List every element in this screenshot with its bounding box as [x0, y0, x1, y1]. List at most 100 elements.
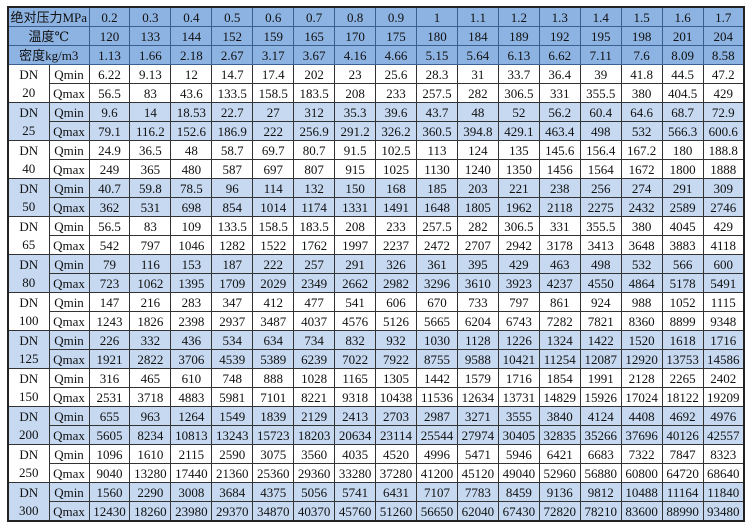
qmin-value: 79: [88, 254, 131, 274]
table-row: DN Qmin 316 465 610 748 888 1028 1165 1305 1442 157…: [7, 368, 745, 388]
pressure-value: 0.3: [129, 6, 172, 27]
density-label: 密度kg/m3: [7, 45, 90, 65]
table-row: 150 Qmax 2531 3718 4883 5981 7101 8221 9318 10438…: [7, 387, 745, 407]
qmax-value: 5491: [702, 273, 745, 293]
qmax-label: Qmax: [48, 387, 90, 407]
table-row: DN Qmin 9.6 14 18.53 22.7 27 312 35.3 39.6 43.7 48 5…: [7, 102, 745, 122]
qmin-value: 932: [375, 330, 417, 350]
table-row: DN Qmin 40.7 59.8 78.5 96 114 132 150 168 185 203 22…: [7, 178, 745, 198]
qmin-value: 208: [334, 216, 377, 236]
qmin-value: 25.6: [375, 64, 417, 84]
dn-label: DN: [7, 406, 50, 426]
dn-label: DN: [7, 254, 50, 274]
qmax-value: 9588: [456, 349, 499, 369]
qmin-value: 3684: [211, 482, 254, 502]
dn-size: 20: [7, 83, 50, 103]
qmin-value: 233: [375, 216, 417, 236]
pressure-value: 0.5: [211, 6, 254, 27]
qmax-value: 208: [334, 83, 377, 103]
qmax-value: 5981: [211, 387, 254, 407]
density-value: 5.15: [416, 45, 458, 65]
qmin-value: 2703: [375, 406, 417, 426]
qmin-value: 3840: [538, 406, 581, 426]
qmin-label: Qmin: [48, 406, 90, 426]
qmax-value: 542: [88, 235, 131, 255]
qmin-value: 1128: [456, 330, 499, 350]
qmin-value: 797: [497, 292, 540, 312]
density-value: 1.66: [129, 45, 172, 65]
qmin-value: 132: [293, 178, 336, 198]
qmax-value: 37696: [620, 425, 663, 445]
density-value: 1.13: [88, 45, 131, 65]
qmax-value: 1240: [456, 159, 499, 179]
steam-flow-table: 绝对压力MPa 0.2 0.3 0.4 0.5 0.6 0.7 0.8 0.9 1 1.1 1.2 1…: [7, 6, 745, 522]
qmax-value: 9348: [702, 311, 745, 331]
qmin-value: 2265: [661, 368, 704, 388]
qmin-value: 7847: [661, 444, 704, 464]
qmax-value: 2589: [661, 197, 704, 217]
qmax-value: 32835: [538, 425, 581, 445]
qmax-label: Qmax: [48, 463, 90, 483]
qmax-value: 2349: [293, 273, 336, 293]
temperature-value: 198: [620, 26, 663, 46]
qmax-value: 18203: [293, 425, 336, 445]
qmin-value: 347: [211, 292, 254, 312]
qmax-value: 34870: [252, 501, 295, 522]
qmax-value: 4237: [538, 273, 581, 293]
temperature-value: 201: [661, 26, 704, 46]
qmax-value: 1921: [88, 349, 131, 369]
qmax-value: 12920: [620, 349, 663, 369]
qmax-value: 79.1: [88, 121, 131, 141]
qmax-label: Qmax: [48, 159, 90, 179]
qmax-value: 365: [129, 159, 172, 179]
qmax-value: 2662: [334, 273, 377, 293]
qmax-value: 1130: [416, 159, 458, 179]
qmax-value: 14586: [702, 349, 745, 369]
qmin-value: 80.7: [293, 140, 336, 160]
qmin-value: 355.5: [579, 216, 622, 236]
qmin-value: 221: [497, 178, 540, 198]
qmax-value: 9318: [334, 387, 377, 407]
qmin-value: 39: [579, 64, 622, 84]
table-row: DN Qmin 1560 2290 3008 3684 4375 5056 5741 6431 71…: [7, 482, 745, 502]
qmax-value: 13280: [129, 463, 172, 483]
qmin-value: 133.5: [211, 216, 254, 236]
qmax-value: 2118: [538, 197, 581, 217]
qmin-value: 1264: [170, 406, 213, 426]
qmax-value: 3296: [416, 273, 458, 293]
table-row: DN Qmin 1096 1610 2115 2590 3075 3560 4035 4520 49…: [7, 444, 745, 464]
qmax-value: 5389: [252, 349, 295, 369]
qmin-value: 888: [252, 368, 295, 388]
qmin-value: 257: [293, 254, 336, 274]
qmin-value: 1096: [88, 444, 131, 464]
qmin-value: 655: [88, 406, 131, 426]
qmin-value: 2413: [334, 406, 377, 426]
qmin-value: 64.6: [620, 102, 663, 122]
qmax-value: 331: [538, 83, 581, 103]
qmin-value: 274: [620, 178, 663, 198]
qmin-value: 5741: [334, 482, 377, 502]
qmin-value: 202: [293, 64, 336, 84]
qmax-value: 1062: [129, 273, 172, 293]
qmin-value: 185: [416, 178, 458, 198]
qmin-value: 33.7: [497, 64, 540, 84]
qmin-value: 183.5: [293, 216, 336, 236]
qmax-value: 2237: [375, 235, 417, 255]
qmax-value: 2746: [702, 197, 745, 217]
pressure-value: 1.5: [620, 6, 663, 27]
qmax-value: 4037: [293, 311, 336, 331]
qmax-value: 72820: [538, 501, 581, 522]
qmin-value: 17.4: [252, 64, 295, 84]
qmax-value: 697: [252, 159, 295, 179]
qmin-value: 167.2: [620, 140, 663, 160]
qmin-value: 6421: [538, 444, 581, 464]
qmin-value: 114: [252, 178, 295, 198]
qmin-value: 8323: [702, 444, 745, 464]
density-value: 5.64: [456, 45, 499, 65]
qmax-value: 45120: [456, 463, 499, 483]
dn-size: 150: [7, 387, 50, 407]
qmin-value: 6.22: [88, 64, 131, 84]
qmin-value: 477: [293, 292, 336, 312]
temperature-value: 184: [456, 26, 499, 46]
qmin-value: 2590: [211, 444, 254, 464]
